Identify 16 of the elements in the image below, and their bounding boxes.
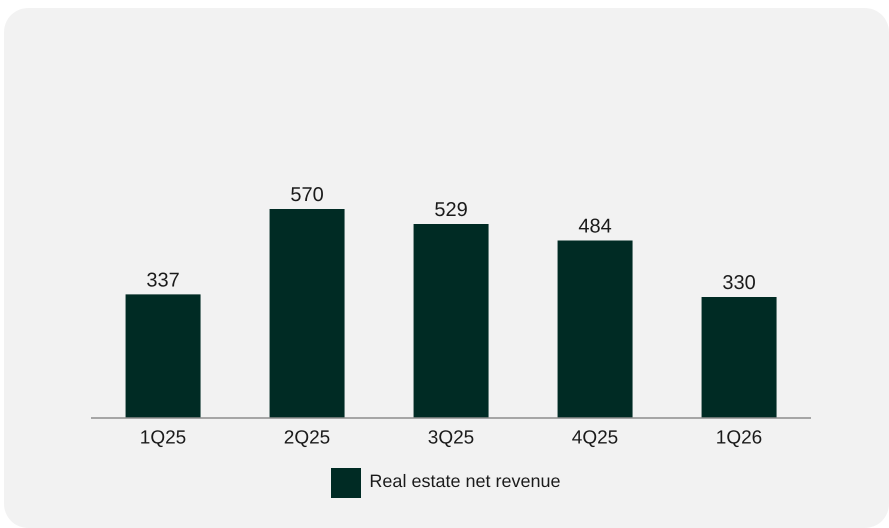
x-tick-label: 3Q25 <box>428 427 474 448</box>
data-label: 330 <box>722 272 756 294</box>
data-label: 570 <box>290 184 324 206</box>
bar <box>270 209 345 418</box>
data-label: 529 <box>434 199 468 222</box>
bar <box>414 224 489 418</box>
x-tick-label: 1Q25 <box>140 427 186 448</box>
legend-label: Real estate net revenue <box>369 470 561 491</box>
x-tick-label: 1Q26 <box>716 427 762 448</box>
data-label: 337 <box>146 269 180 292</box>
bar <box>702 297 777 418</box>
x-tick-label: 2Q25 <box>284 427 330 448</box>
x-tick-label: 4Q25 <box>572 427 618 448</box>
bar <box>558 240 633 418</box>
data-label: 484 <box>578 216 612 238</box>
bar <box>126 294 201 418</box>
